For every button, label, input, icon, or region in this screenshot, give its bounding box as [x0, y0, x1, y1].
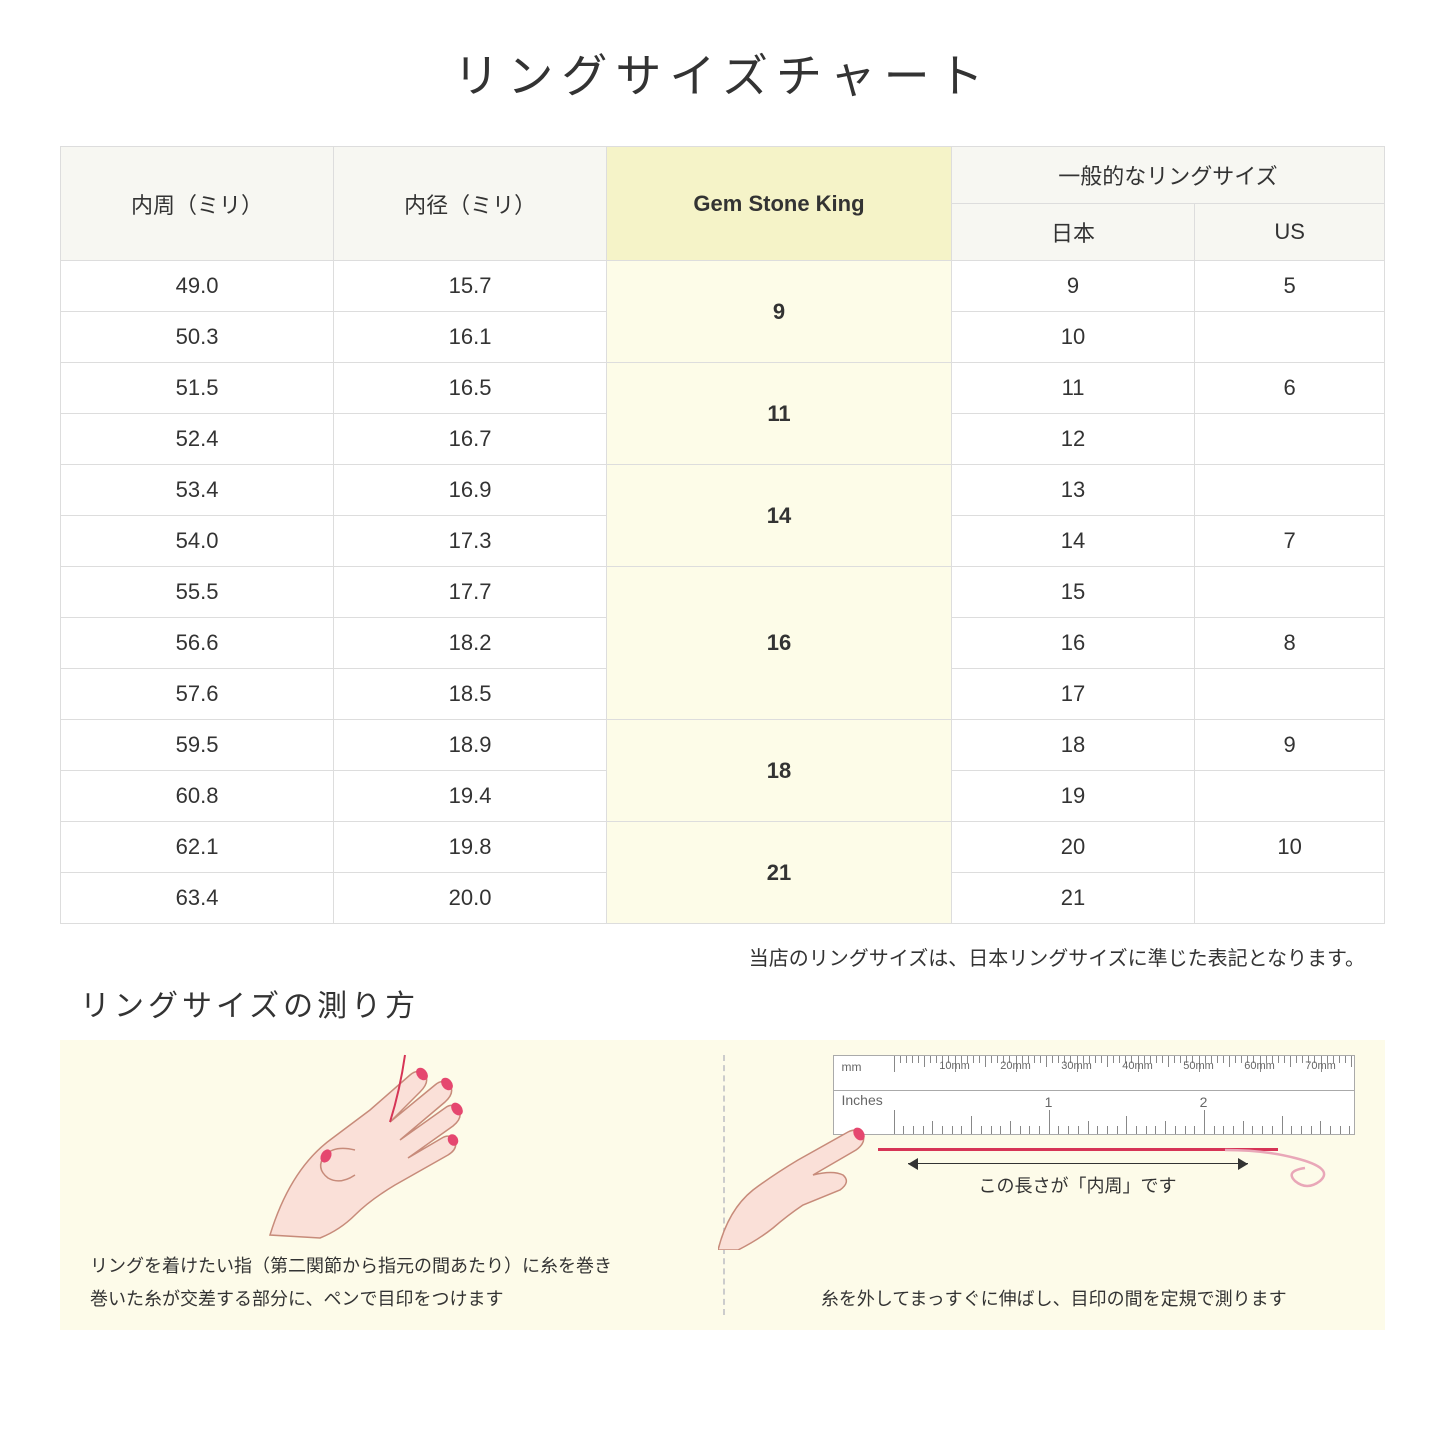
cell-gsk: 16: [607, 567, 952, 720]
ruler-mm-mark: 70mm: [1305, 1060, 1336, 1072]
cell-diameter: 19.4: [334, 771, 607, 822]
table-row: 51.516.511116: [61, 363, 1385, 414]
measure-arrow: この長さが「内周」です: [908, 1163, 1248, 1198]
cell-diameter: 16.1: [334, 312, 607, 363]
cell-circumference: 54.0: [61, 516, 334, 567]
th-general: 一般的なリングサイズ: [951, 147, 1384, 204]
cell-circumference: 49.0: [61, 261, 334, 312]
cell-japan: 11: [951, 363, 1194, 414]
ruler-mm-mark: 10mm: [939, 1060, 970, 1072]
cell-gsk: 21: [607, 822, 952, 924]
cell-gsk: 11: [607, 363, 952, 465]
size-chart-table: 内周（ミリ） 内径（ミリ） Gem Stone King 一般的なリングサイズ …: [60, 146, 1385, 924]
cell-circumference: 52.4: [61, 414, 334, 465]
cell-circumference: 51.5: [61, 363, 334, 414]
cell-us: [1195, 669, 1385, 720]
table-row: 59.518.918189: [61, 720, 1385, 771]
cell-japan: 10: [951, 312, 1194, 363]
th-diameter: 内径（ミリ）: [334, 147, 607, 261]
ruler-mm-label: mm: [842, 1060, 862, 1074]
th-gsk: Gem Stone King: [607, 147, 952, 261]
cell-circumference: 60.8: [61, 771, 334, 822]
measure-subtitle: リングサイズの測り方: [80, 981, 1385, 1025]
ruler-mm-mark: 20mm: [1000, 1060, 1031, 1072]
cell-diameter: 19.8: [334, 822, 607, 873]
cell-circumference: 63.4: [61, 873, 334, 924]
cell-gsk: 14: [607, 465, 952, 567]
ruler-mm-mark: 40mm: [1122, 1060, 1153, 1072]
table-row: 62.119.8212010: [61, 822, 1385, 873]
thread-line: [878, 1148, 1278, 1151]
cell-circumference: 57.6: [61, 669, 334, 720]
th-circumference: 内周（ミリ）: [61, 147, 334, 261]
instructions-panel: リングを着けたい指（第二関節から指元の間あたり）に糸を巻き巻いた糸が交差する部分…: [60, 1040, 1385, 1330]
cell-gsk: 18: [607, 720, 952, 822]
cell-circumference: 50.3: [61, 312, 334, 363]
cell-diameter: 16.5: [334, 363, 607, 414]
instruction-right-text: 糸を外してまっすぐに伸ばし、目印の間を定規で測ります: [753, 1283, 1356, 1315]
hand-measure-illustration: [718, 1120, 868, 1250]
th-japan: 日本: [951, 204, 1194, 261]
cell-us: 8: [1195, 618, 1385, 669]
cell-diameter: 16.7: [334, 414, 607, 465]
cell-diameter: 17.3: [334, 516, 607, 567]
cell-us: 10: [1195, 822, 1385, 873]
cell-japan: 14: [951, 516, 1194, 567]
cell-us: [1195, 414, 1385, 465]
cell-circumference: 56.6: [61, 618, 334, 669]
instruction-right-panel: mm Inches 10mm 20mm 30mm 40mm 50mm 60mm 70mm 1 2…: [723, 1040, 1386, 1330]
instruction-left-panel: リングを着けたい指（第二関節から指元の間あたり）に糸を巻き巻いた糸が交差する部分…: [60, 1040, 723, 1330]
ruler-in-mark: 2: [1200, 1094, 1208, 1110]
cell-us: [1195, 312, 1385, 363]
ruler-mm-mark: 30mm: [1061, 1060, 1092, 1072]
cell-diameter: 18.2: [334, 618, 607, 669]
cell-gsk: 9: [607, 261, 952, 363]
th-us: US: [1195, 204, 1385, 261]
ruler-in-mark: 1: [1045, 1094, 1053, 1110]
cell-us: [1195, 465, 1385, 516]
measure-label: この長さが「内周」です: [908, 1172, 1248, 1198]
cell-japan: 12: [951, 414, 1194, 465]
cell-japan: 13: [951, 465, 1194, 516]
cell-us: [1195, 567, 1385, 618]
cell-diameter: 16.9: [334, 465, 607, 516]
instruction-left-text: リングを着けたい指（第二関節から指元の間あたり）に糸を巻き巻いた糸が交差する部分…: [90, 1250, 693, 1315]
table-row: 49.015.7995: [61, 261, 1385, 312]
cell-us: [1195, 771, 1385, 822]
cell-diameter: 18.9: [334, 720, 607, 771]
cell-us: 9: [1195, 720, 1385, 771]
cell-circumference: 55.5: [61, 567, 334, 618]
ruler-mm-mark: 60mm: [1244, 1060, 1275, 1072]
cell-us: [1195, 873, 1385, 924]
hand-wrap-illustration: [260, 1050, 520, 1240]
cell-circumference: 59.5: [61, 720, 334, 771]
cell-circumference: 62.1: [61, 822, 334, 873]
cell-us: 5: [1195, 261, 1385, 312]
table-row: 55.517.71615: [61, 567, 1385, 618]
cell-japan: 21: [951, 873, 1194, 924]
cell-diameter: 18.5: [334, 669, 607, 720]
cell-diameter: 20.0: [334, 873, 607, 924]
cell-japan: 17: [951, 669, 1194, 720]
table-row: 53.416.91413: [61, 465, 1385, 516]
cell-us: 7: [1195, 516, 1385, 567]
cell-japan: 16: [951, 618, 1194, 669]
cell-japan: 20: [951, 822, 1194, 873]
ruler-mm-mark: 50mm: [1183, 1060, 1214, 1072]
ruler-in-label: Inches: [842, 1092, 883, 1108]
page-title: リングサイズチャート: [60, 40, 1385, 106]
footnote: 当店のリングサイズは、日本リングサイズに準じた表記となります。: [60, 942, 1385, 971]
cell-japan: 9: [951, 261, 1194, 312]
cell-us: 6: [1195, 363, 1385, 414]
cell-diameter: 17.7: [334, 567, 607, 618]
cell-japan: 19: [951, 771, 1194, 822]
ruler-illustration: mm Inches 10mm 20mm 30mm 40mm 50mm 60mm 70mm 1 2…: [833, 1055, 1356, 1135]
cell-circumference: 53.4: [61, 465, 334, 516]
cell-diameter: 15.7: [334, 261, 607, 312]
cell-japan: 18: [951, 720, 1194, 771]
cell-japan: 15: [951, 567, 1194, 618]
